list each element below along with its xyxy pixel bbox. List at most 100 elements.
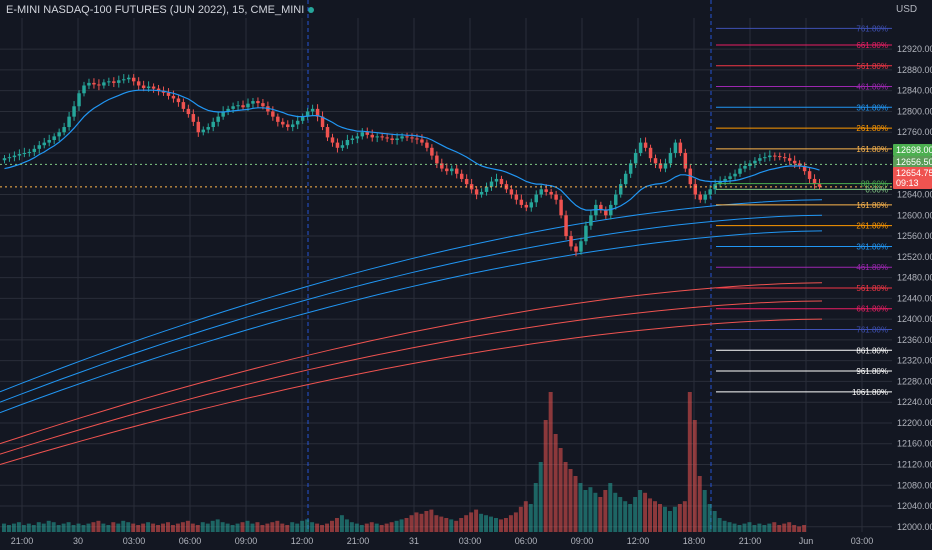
- candle-body: [42, 142, 46, 146]
- volume-bar: [295, 523, 300, 532]
- candle-body: [648, 147, 653, 159]
- volume-bar: [578, 483, 583, 532]
- fib-level-upper-label: 661.80%: [856, 41, 888, 50]
- volume-bar: [26, 523, 31, 532]
- y-tick-label: 12080.00: [897, 480, 932, 490]
- candle-body: [231, 106, 235, 109]
- volume-bar: [106, 525, 111, 532]
- volume-bar: [454, 520, 459, 532]
- candle-body: [37, 145, 42, 149]
- candle-body: [435, 155, 439, 164]
- candle-body: [256, 101, 260, 104]
- candle-body: [678, 142, 683, 153]
- volume-bar: [131, 523, 136, 532]
- candle-body: [281, 121, 285, 125]
- volume-bar: [424, 511, 429, 532]
- candle-body: [748, 163, 752, 166]
- fib-level-lower-label: 761.80%: [856, 326, 888, 335]
- candle-body: [325, 127, 330, 138]
- candle-body: [663, 163, 668, 169]
- candle-body: [658, 163, 663, 169]
- volume-bar: [374, 523, 379, 532]
- candle-body: [7, 157, 12, 159]
- symbol-title-text: E-MINI NASDAQ-100 FUTURES (JUN 2022), 15…: [6, 4, 305, 16]
- volume-bar: [643, 492, 648, 532]
- candle-body: [171, 95, 176, 99]
- x-tick-label: 18:00: [683, 536, 706, 546]
- candle-body: [519, 199, 524, 205]
- x-tick-label: 21:00: [739, 536, 762, 546]
- volume-bar: [195, 525, 200, 532]
- ema-line: [4, 89, 820, 211]
- volume-bar: [16, 522, 21, 532]
- y-tick-label: 12400.00: [897, 314, 932, 324]
- fib-level-lower-label: 561.80%: [856, 284, 888, 293]
- volume-bar: [166, 522, 170, 532]
- volume-bar: [752, 525, 757, 532]
- candle-body: [395, 138, 399, 141]
- volume-bar: [528, 504, 533, 532]
- volume-bar: [648, 498, 653, 532]
- volume-bar: [46, 520, 51, 532]
- volume-bar: [230, 525, 235, 532]
- volume-bar: [777, 525, 782, 532]
- volume-bar: [618, 497, 623, 532]
- candle-body: [623, 173, 628, 185]
- candle-body: [226, 108, 230, 112]
- volume-bar: [86, 523, 91, 532]
- candle-body: [733, 173, 737, 177]
- volume-bar: [280, 523, 285, 532]
- volume-bar: [508, 515, 513, 532]
- volume-bar: [548, 392, 553, 532]
- candle-body: [569, 236, 573, 247]
- candle-body: [236, 105, 240, 107]
- candle-body: [683, 152, 688, 169]
- volume-bar: [757, 523, 762, 532]
- volume-bar: [205, 523, 210, 532]
- candle-body: [47, 140, 51, 143]
- volume-bar: [121, 520, 126, 532]
- y-tick-label: 12600.00: [897, 210, 932, 220]
- volume-bar: [270, 522, 275, 532]
- x-tick-label: 12:00: [291, 536, 314, 546]
- x-tick-label: 09:00: [235, 536, 258, 546]
- candle-body: [131, 77, 136, 82]
- y-tick-label: 12560.00: [897, 231, 932, 241]
- volume-bar: [320, 525, 325, 532]
- volume-bar: [210, 520, 215, 532]
- candle-body: [340, 145, 345, 148]
- volume-bar: [538, 462, 543, 532]
- candle-body: [484, 186, 489, 192]
- volume-bar: [325, 523, 329, 532]
- volume-bar: [91, 522, 96, 532]
- volume-bar: [11, 523, 16, 532]
- fib-level-lower-label: 261.80%: [856, 222, 888, 231]
- band-line-blue: [0, 214, 823, 403]
- volume-bar: [563, 462, 568, 532]
- candle-body: [614, 194, 618, 205]
- y-tick-label: 12000.00: [897, 522, 932, 532]
- candle-body: [370, 134, 374, 138]
- candle-body: [703, 194, 707, 200]
- volume-bar: [667, 511, 672, 532]
- candle-body: [459, 173, 464, 179]
- candle-body: [499, 178, 504, 185]
- y-tick-label: 12240.00: [897, 397, 932, 407]
- candle-body: [673, 142, 678, 153]
- candle-body: [604, 210, 608, 216]
- volume-bar: [141, 523, 146, 532]
- volume-bar: [598, 497, 603, 532]
- y-tick-label: 12640.00: [897, 190, 932, 200]
- candle-body: [797, 163, 802, 166]
- y-tick-label: 12920.00: [897, 44, 932, 54]
- volume-bar: [638, 490, 643, 532]
- candle-body: [196, 121, 201, 133]
- y-tick-label: 12200.00: [897, 418, 932, 428]
- candle-body: [365, 132, 370, 135]
- candle-body: [17, 154, 22, 156]
- candle-body: [350, 138, 355, 141]
- volume-bar: [51, 522, 56, 532]
- volume-bar: [543, 420, 548, 532]
- x-tick-label: 21:00: [347, 536, 370, 546]
